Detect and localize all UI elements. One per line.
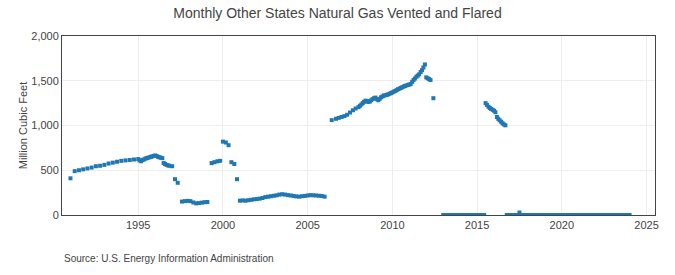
svg-text:Monthly Other States Natural G: Monthly Other States Natural Gas Vented … xyxy=(173,5,501,21)
svg-text:1,500: 1,500 xyxy=(31,75,59,87)
svg-text:500: 500 xyxy=(40,164,58,176)
svg-text:2020: 2020 xyxy=(550,219,574,231)
svg-text:1995: 1995 xyxy=(126,219,150,231)
svg-text:1,000: 1,000 xyxy=(31,119,59,131)
svg-text:2005: 2005 xyxy=(295,219,319,231)
svg-text:2000: 2000 xyxy=(211,219,235,231)
svg-text:2015: 2015 xyxy=(465,219,489,231)
svg-text:0: 0 xyxy=(53,209,59,221)
svg-text:Million Cubic Feet: Million Cubic Feet xyxy=(17,82,29,169)
svg-text:Source: U.S. Energy Informatio: Source: U.S. Energy Information Administ… xyxy=(64,253,274,264)
svg-text:2025: 2025 xyxy=(634,219,658,231)
svg-text:2,000: 2,000 xyxy=(31,30,59,42)
svg-text:2010: 2010 xyxy=(380,219,404,231)
